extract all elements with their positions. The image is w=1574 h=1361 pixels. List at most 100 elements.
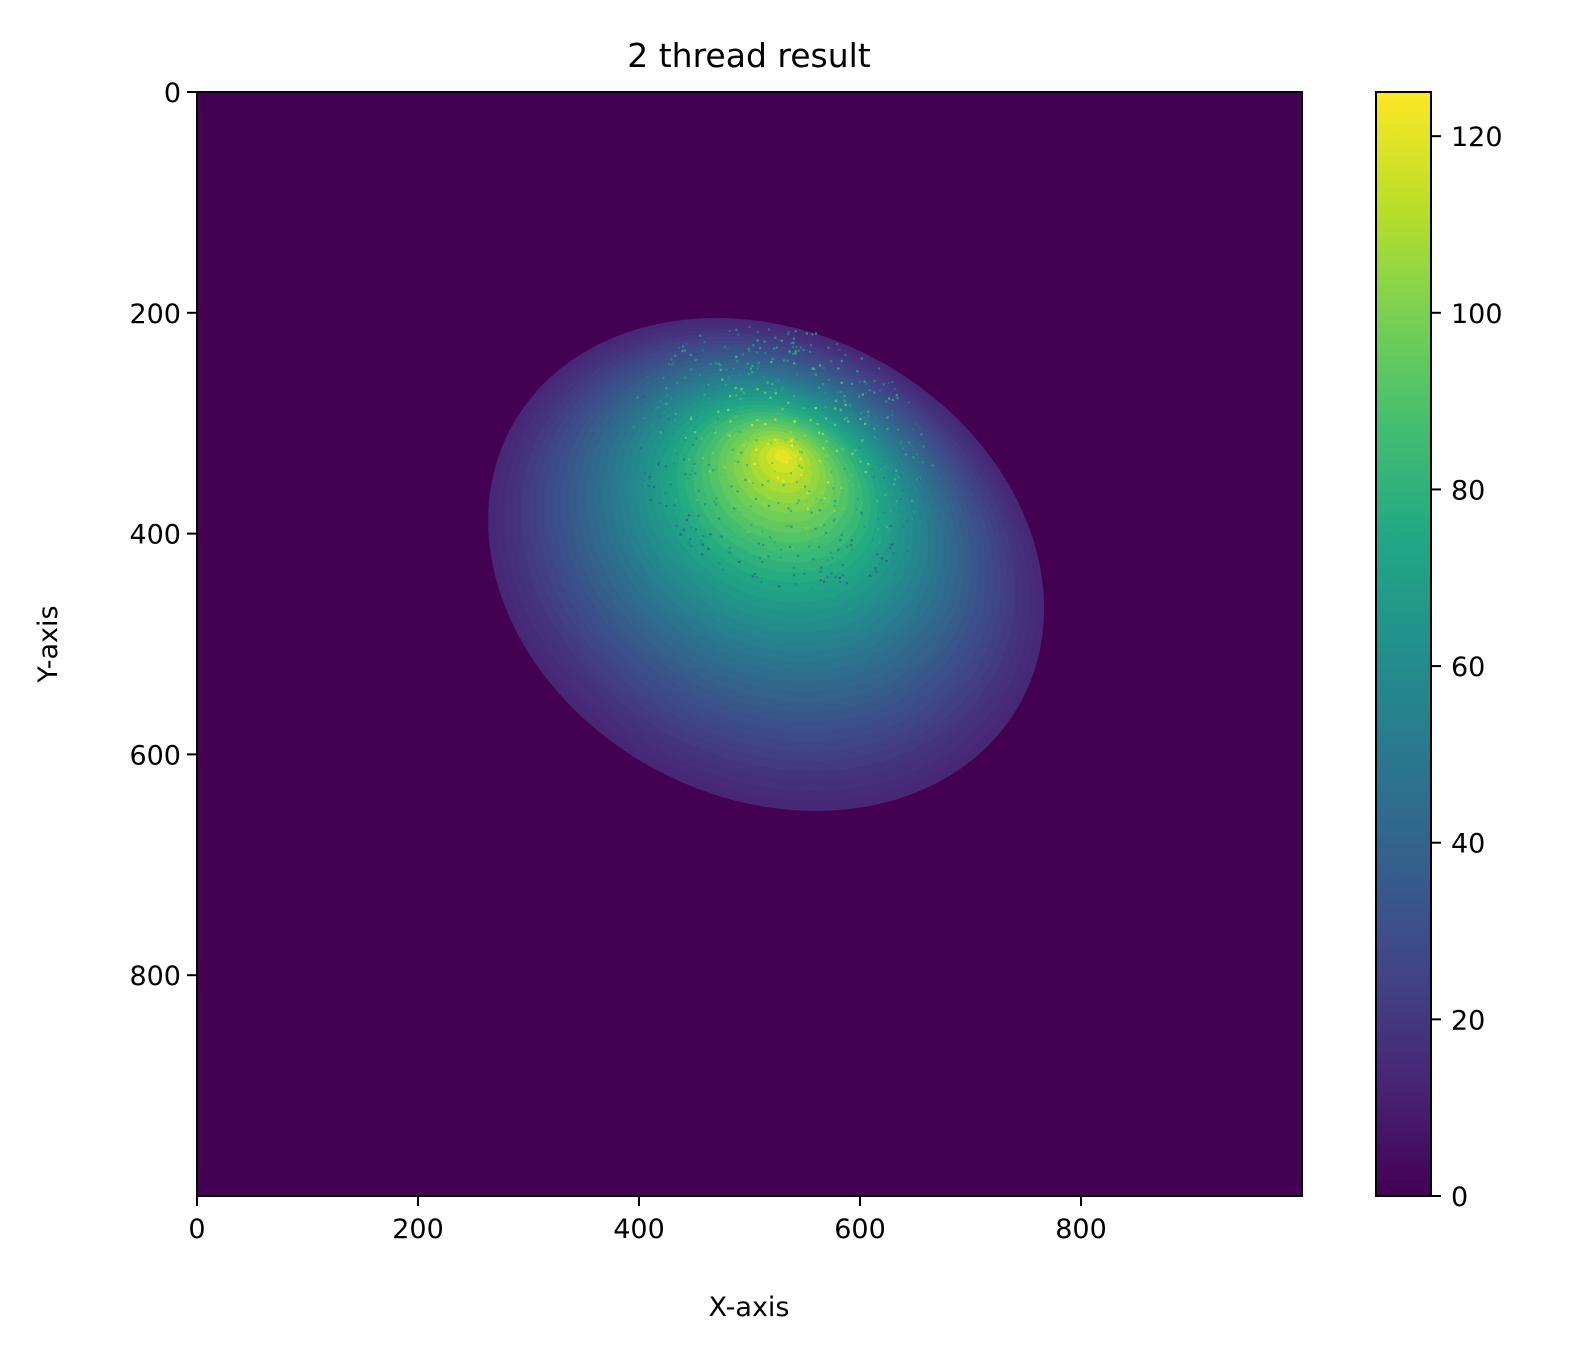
noise-pixel	[818, 509, 821, 512]
noise-pixel	[782, 508, 785, 511]
noise-pixel	[840, 486, 843, 489]
noise-pixel	[917, 457, 920, 460]
noise-pixel	[735, 507, 738, 510]
noise-pixel	[837, 367, 840, 370]
noise-pixel	[803, 485, 806, 488]
noise-pixel	[809, 350, 812, 353]
noise-pixel	[790, 439, 793, 442]
noise-pixel	[873, 427, 876, 430]
noise-pixel	[747, 347, 750, 350]
noise-pixel	[906, 520, 909, 523]
noise-pixel	[717, 418, 720, 421]
noise-pixel	[882, 476, 886, 479]
noise-pixel	[687, 541, 691, 544]
noise-pixel	[729, 395, 732, 398]
noise-pixel	[721, 568, 724, 571]
noise-pixel	[884, 524, 887, 527]
noise-pixel	[668, 363, 671, 366]
noise-pixel	[882, 383, 885, 386]
noise-pixel	[674, 519, 678, 522]
noise-pixel	[774, 389, 777, 392]
noise-pixel	[673, 449, 677, 452]
noise-pixel	[687, 543, 690, 546]
noise-pixel	[867, 410, 870, 413]
noise-pixel	[904, 453, 907, 456]
noise-pixel	[735, 355, 738, 358]
noise-pixel	[859, 417, 862, 421]
noise-pixel	[679, 461, 682, 465]
noise-pixel	[746, 362, 749, 365]
noise-pixel	[699, 334, 702, 337]
noise-pixel	[793, 395, 796, 398]
noise-pixel	[918, 443, 922, 446]
noise-pixel	[791, 546, 794, 549]
noise-pixel	[754, 442, 757, 445]
noise-pixel	[876, 437, 879, 440]
noise-pixel	[859, 483, 862, 486]
noise-pixel	[753, 572, 756, 576]
noise-pixel	[723, 466, 726, 469]
noise-pixel	[643, 417, 646, 420]
noise-pixel	[637, 394, 640, 397]
noise-pixel	[895, 476, 898, 479]
noise-pixel	[838, 576, 841, 579]
noise-pixel	[642, 451, 645, 454]
noise-pixel	[797, 427, 800, 430]
noise-pixel	[899, 442, 902, 445]
noise-pixel	[785, 461, 788, 464]
noise-pixel	[794, 350, 797, 353]
noise-pixel	[885, 400, 888, 403]
noise-pixel	[811, 558, 814, 561]
noise-pixel	[847, 420, 850, 423]
noise-pixel	[738, 479, 741, 482]
noise-pixel	[845, 582, 848, 585]
noise-pixel	[711, 452, 714, 455]
noise-pixel	[797, 411, 800, 414]
noise-pixel	[810, 587, 813, 590]
noise-pixel	[753, 462, 756, 465]
noise-pixel	[928, 508, 932, 511]
noise-pixel	[914, 487, 917, 490]
noise-pixel	[672, 428, 675, 431]
noise-pixel	[787, 333, 790, 336]
noise-pixel	[907, 401, 910, 404]
noise-pixel	[889, 546, 892, 549]
noise-pixel	[756, 331, 759, 334]
noise-pixel	[809, 344, 812, 347]
noise-pixel	[767, 328, 771, 331]
noise-pixel	[899, 515, 902, 518]
noise-pixel	[782, 359, 786, 362]
noise-pixel	[793, 443, 796, 446]
noise-pixel	[830, 470, 833, 473]
noise-pixel	[797, 349, 800, 352]
noise-pixel	[690, 526, 693, 529]
noise-pixel	[758, 557, 761, 560]
noise-pixel	[850, 539, 853, 542]
noise-pixel	[738, 430, 741, 433]
noise-pixel	[730, 485, 733, 488]
noise-pixel	[830, 426, 833, 430]
noise-pixel	[777, 379, 780, 382]
noise-pixel	[740, 451, 743, 454]
noise-pixel	[872, 478, 875, 481]
noise-pixel	[749, 367, 752, 370]
noise-pixel	[901, 447, 905, 450]
noise-pixel	[729, 420, 732, 423]
noise-pixel	[773, 347, 776, 350]
noise-pixel	[850, 382, 853, 385]
noise-pixel	[867, 415, 870, 418]
noise-pixel	[662, 429, 665, 432]
noise-pixel	[834, 407, 837, 410]
noise-pixel	[690, 368, 693, 371]
noise-pixel	[821, 543, 824, 547]
noise-pixel	[868, 389, 871, 392]
noise-pixel	[665, 392, 668, 395]
noise-pixel	[912, 510, 915, 513]
noise-pixel	[864, 471, 867, 474]
x-tick-label: 200	[392, 1214, 444, 1245]
noise-pixel	[719, 472, 722, 476]
noise-pixel	[840, 533, 843, 536]
noise-pixel	[850, 414, 854, 417]
noise-pixel	[742, 391, 745, 394]
noise-pixel	[779, 548, 782, 551]
